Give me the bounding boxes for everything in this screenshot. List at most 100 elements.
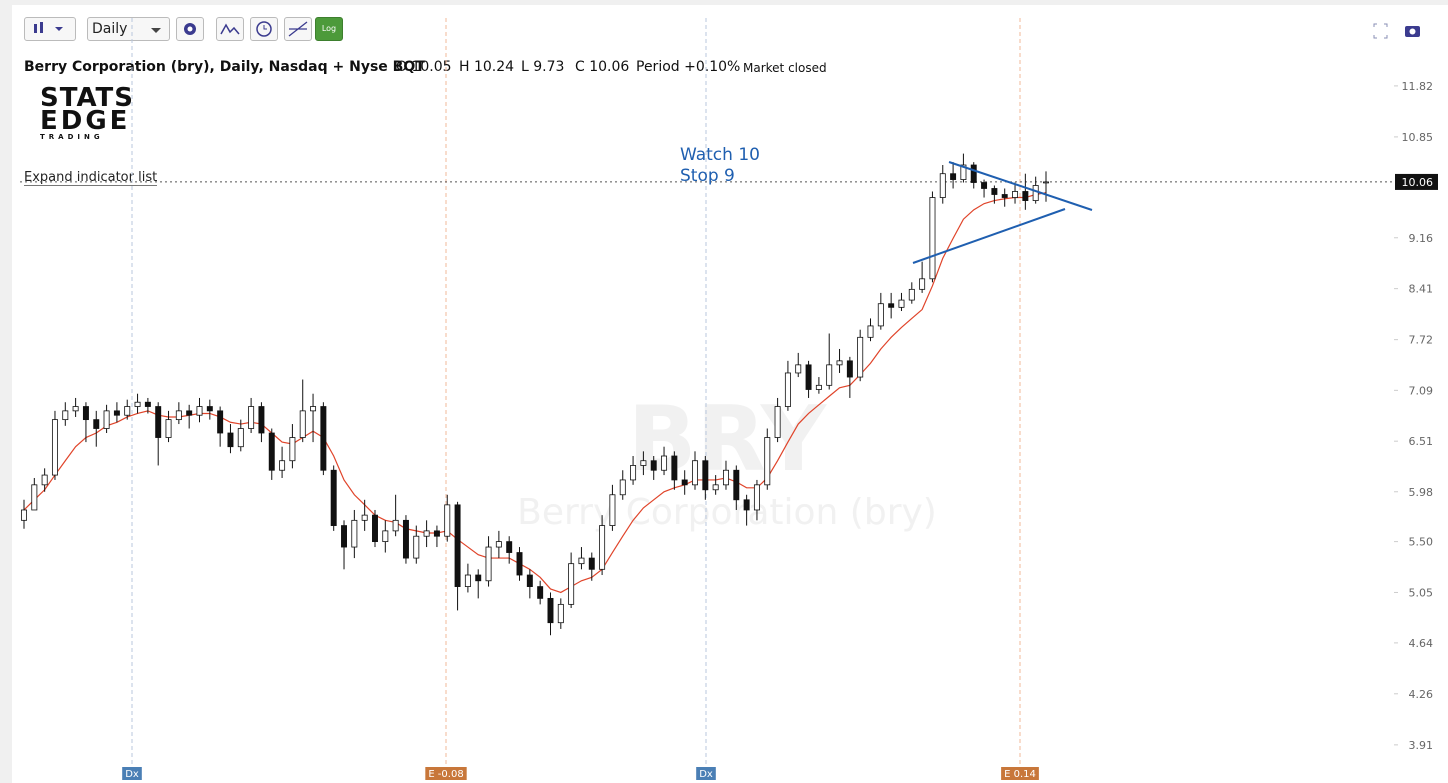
candle-body (165, 419, 172, 438)
candle-body (1032, 185, 1039, 201)
ohlc-high: H 10.24 (459, 59, 514, 75)
candle-body (1043, 181, 1049, 184)
candle-body (960, 164, 967, 180)
interval-select[interactable]: Daily (87, 17, 170, 41)
candle-body (619, 479, 626, 496)
chart-type-button[interactable] (24, 17, 76, 41)
candle-body (361, 514, 368, 521)
candle-body (454, 504, 461, 587)
watermark-sub: Berry Corporation (bry) (517, 492, 937, 533)
candle-body (805, 364, 812, 390)
y-tick-label: 4.26 (1409, 688, 1434, 701)
moving-average (23, 192, 1047, 594)
candle-body (898, 299, 905, 308)
last-price-badge (1395, 173, 1438, 190)
candle-body (557, 603, 564, 624)
candle-body (919, 278, 926, 290)
candle-body (82, 406, 89, 421)
logo: STATS EDGE TRADING (40, 83, 135, 141)
candle-body (227, 432, 234, 448)
candle-body (485, 546, 492, 582)
candle-body (72, 406, 79, 412)
candle-body (743, 499, 750, 511)
candle-body (113, 410, 120, 416)
candle-body (444, 504, 451, 537)
candle-body (795, 364, 802, 374)
candle-body (382, 530, 389, 543)
log-button[interactable]: Log (315, 17, 343, 41)
y-tick-label: 11.82 (1402, 80, 1434, 93)
candle-body (413, 535, 420, 559)
candle-body (970, 164, 977, 183)
candle-body (392, 519, 399, 532)
chart-type-icon (34, 22, 63, 33)
period-change: Period +0.10% (636, 59, 740, 75)
candle-body (248, 406, 255, 429)
candle-body (1022, 191, 1029, 201)
candle-body (402, 519, 409, 559)
candle-body (671, 455, 678, 481)
candle-body (609, 494, 616, 526)
y-tick-label: 7.09 (1409, 384, 1434, 397)
candle-body (124, 406, 131, 416)
settings-button[interactable] (176, 17, 204, 41)
event-label: E -0.08 (428, 769, 463, 780)
market-status: Market closed (743, 61, 827, 75)
clock-icon (256, 21, 272, 37)
close-label: C (575, 59, 585, 75)
candle-body (630, 465, 637, 481)
candle-body (21, 509, 27, 521)
draw-button[interactable] (284, 17, 312, 41)
candle-body (826, 364, 833, 386)
candle-body (341, 525, 348, 548)
dropdown-arrow (151, 28, 161, 33)
y-tick-label: 5.50 (1409, 536, 1434, 549)
candle-body (258, 406, 265, 434)
candle-body (702, 460, 709, 491)
annotation: Stop 9 (680, 166, 735, 186)
y-tick-label: 9.16 (1409, 232, 1434, 245)
candle-body (155, 406, 162, 438)
candle-body (237, 428, 244, 448)
expand-indicators[interactable]: Expand indicator list (24, 170, 158, 186)
period-label: Period (636, 59, 680, 75)
candle-body (279, 460, 286, 471)
trendline (912, 208, 1066, 264)
candle-body (753, 484, 760, 511)
y-tick-label: 4.64 (1409, 637, 1434, 650)
candle-body (175, 410, 182, 421)
y-tick-label: 5.98 (1409, 486, 1434, 499)
candle-body (640, 460, 647, 466)
candle-body (712, 484, 719, 491)
candle-body (526, 574, 533, 587)
candle-body (41, 474, 48, 486)
candle-body (867, 325, 874, 338)
y-tick-label: 6.51 (1409, 435, 1434, 448)
event-badge (1001, 767, 1039, 780)
event-badge (696, 767, 716, 780)
candle-body (588, 557, 595, 570)
candle-body (31, 484, 38, 511)
top-right-icons (1373, 23, 1420, 39)
chart-frame: Daily Log Berry Corporation (bry), Daily… (12, 5, 1448, 783)
candle-body (423, 530, 430, 537)
annotation: Watch 10 (680, 145, 760, 165)
candle-body (650, 460, 657, 471)
ohlc-open: O 10.05 (396, 59, 452, 75)
fullscreen-icon[interactable] (1373, 23, 1388, 39)
candle-body (981, 182, 988, 189)
clock-button[interactable] (250, 17, 278, 41)
candle-body (774, 406, 781, 438)
logo-line1: STATS (40, 83, 135, 113)
candle-body (784, 372, 791, 407)
candle-body (475, 574, 482, 582)
camera-lens (1409, 28, 1416, 35)
candle-body (722, 469, 729, 486)
indicator-button[interactable] (216, 17, 244, 41)
period-value: +0.10% (684, 59, 741, 75)
candle-body (310, 406, 317, 412)
candle-body (537, 586, 544, 599)
